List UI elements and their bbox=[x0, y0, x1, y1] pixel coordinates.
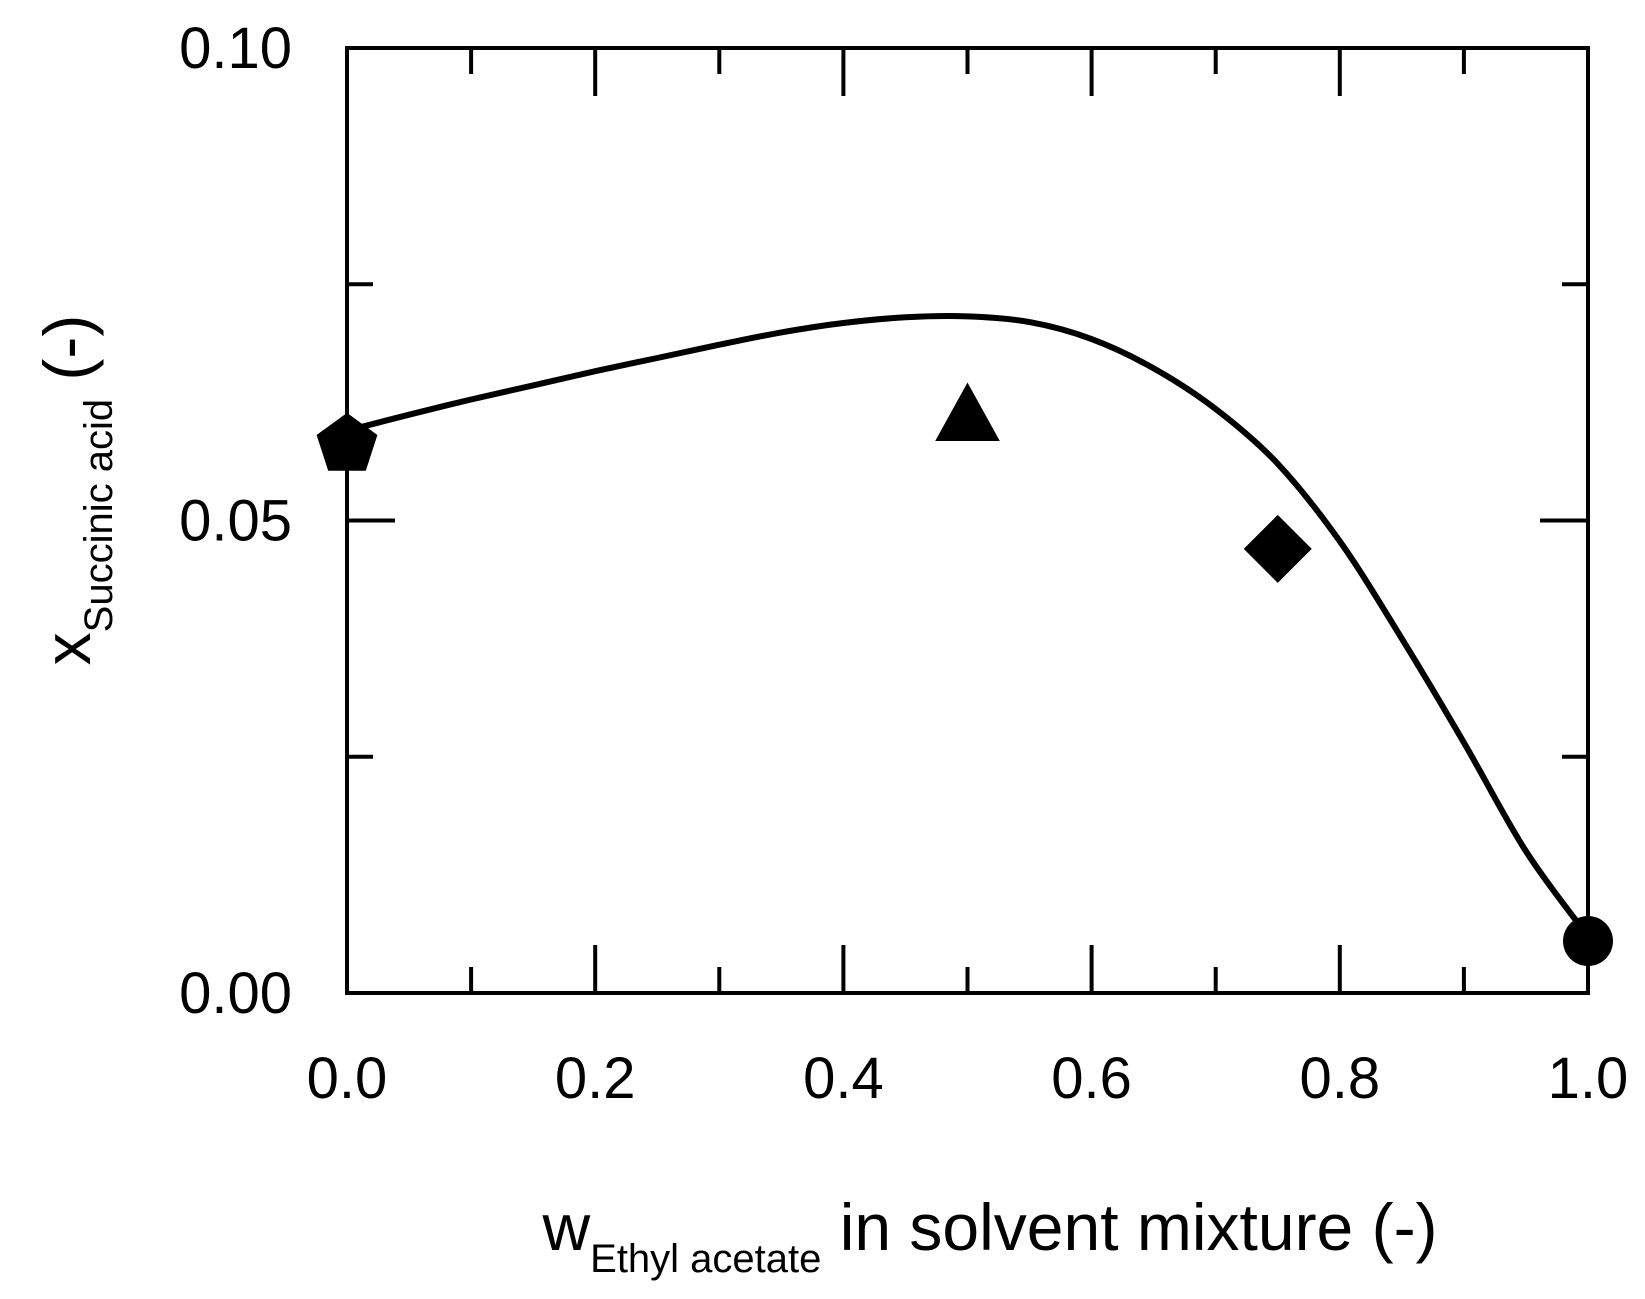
plot-frame bbox=[345, 46, 1590, 995]
x-axis-label-rest: in solvent mixture (-) bbox=[821, 1190, 1437, 1264]
axis-ticks bbox=[345, 46, 1590, 995]
data-points bbox=[316, 382, 1613, 967]
x-axis-label-subscript: Ethyl acetate bbox=[590, 1237, 821, 1281]
y-axis-label: xSuccinic acid (-) bbox=[30, 315, 121, 666]
y-axis-label-main: x bbox=[30, 632, 104, 665]
x-axis-label: wEthyl acetate in solvent mixture (-) bbox=[541, 1190, 1437, 1281]
x-tick-label: 1.0 bbox=[1548, 1046, 1629, 1111]
x-tick-label: 0.8 bbox=[1299, 1046, 1380, 1111]
y-axis-label-rest: (-) bbox=[30, 315, 104, 399]
x-tick-label: 0.4 bbox=[803, 1046, 884, 1111]
data-point-triangle bbox=[935, 382, 1000, 442]
model-curve bbox=[344, 313, 1591, 940]
y-axis-label-subscript: Succinic acid bbox=[77, 399, 121, 632]
x-tick-label: 0.0 bbox=[307, 1046, 388, 1111]
data-point-diamond bbox=[1243, 514, 1312, 583]
x-tick-labels: 0.0 0.2 0.4 0.6 0.8 1.0 bbox=[307, 1046, 1629, 1111]
x-tick-label: 0.6 bbox=[1051, 1046, 1132, 1111]
x-tick-label: 0.2 bbox=[555, 1046, 636, 1111]
y-tick-label: 0.00 bbox=[179, 961, 292, 1026]
y-tick-labels: 0.00 0.05 0.10 bbox=[179, 16, 292, 1026]
y-tick-label: 0.05 bbox=[179, 489, 292, 554]
x-axis-label-main: w bbox=[541, 1190, 590, 1264]
y-tick-label: 0.10 bbox=[179, 16, 292, 81]
